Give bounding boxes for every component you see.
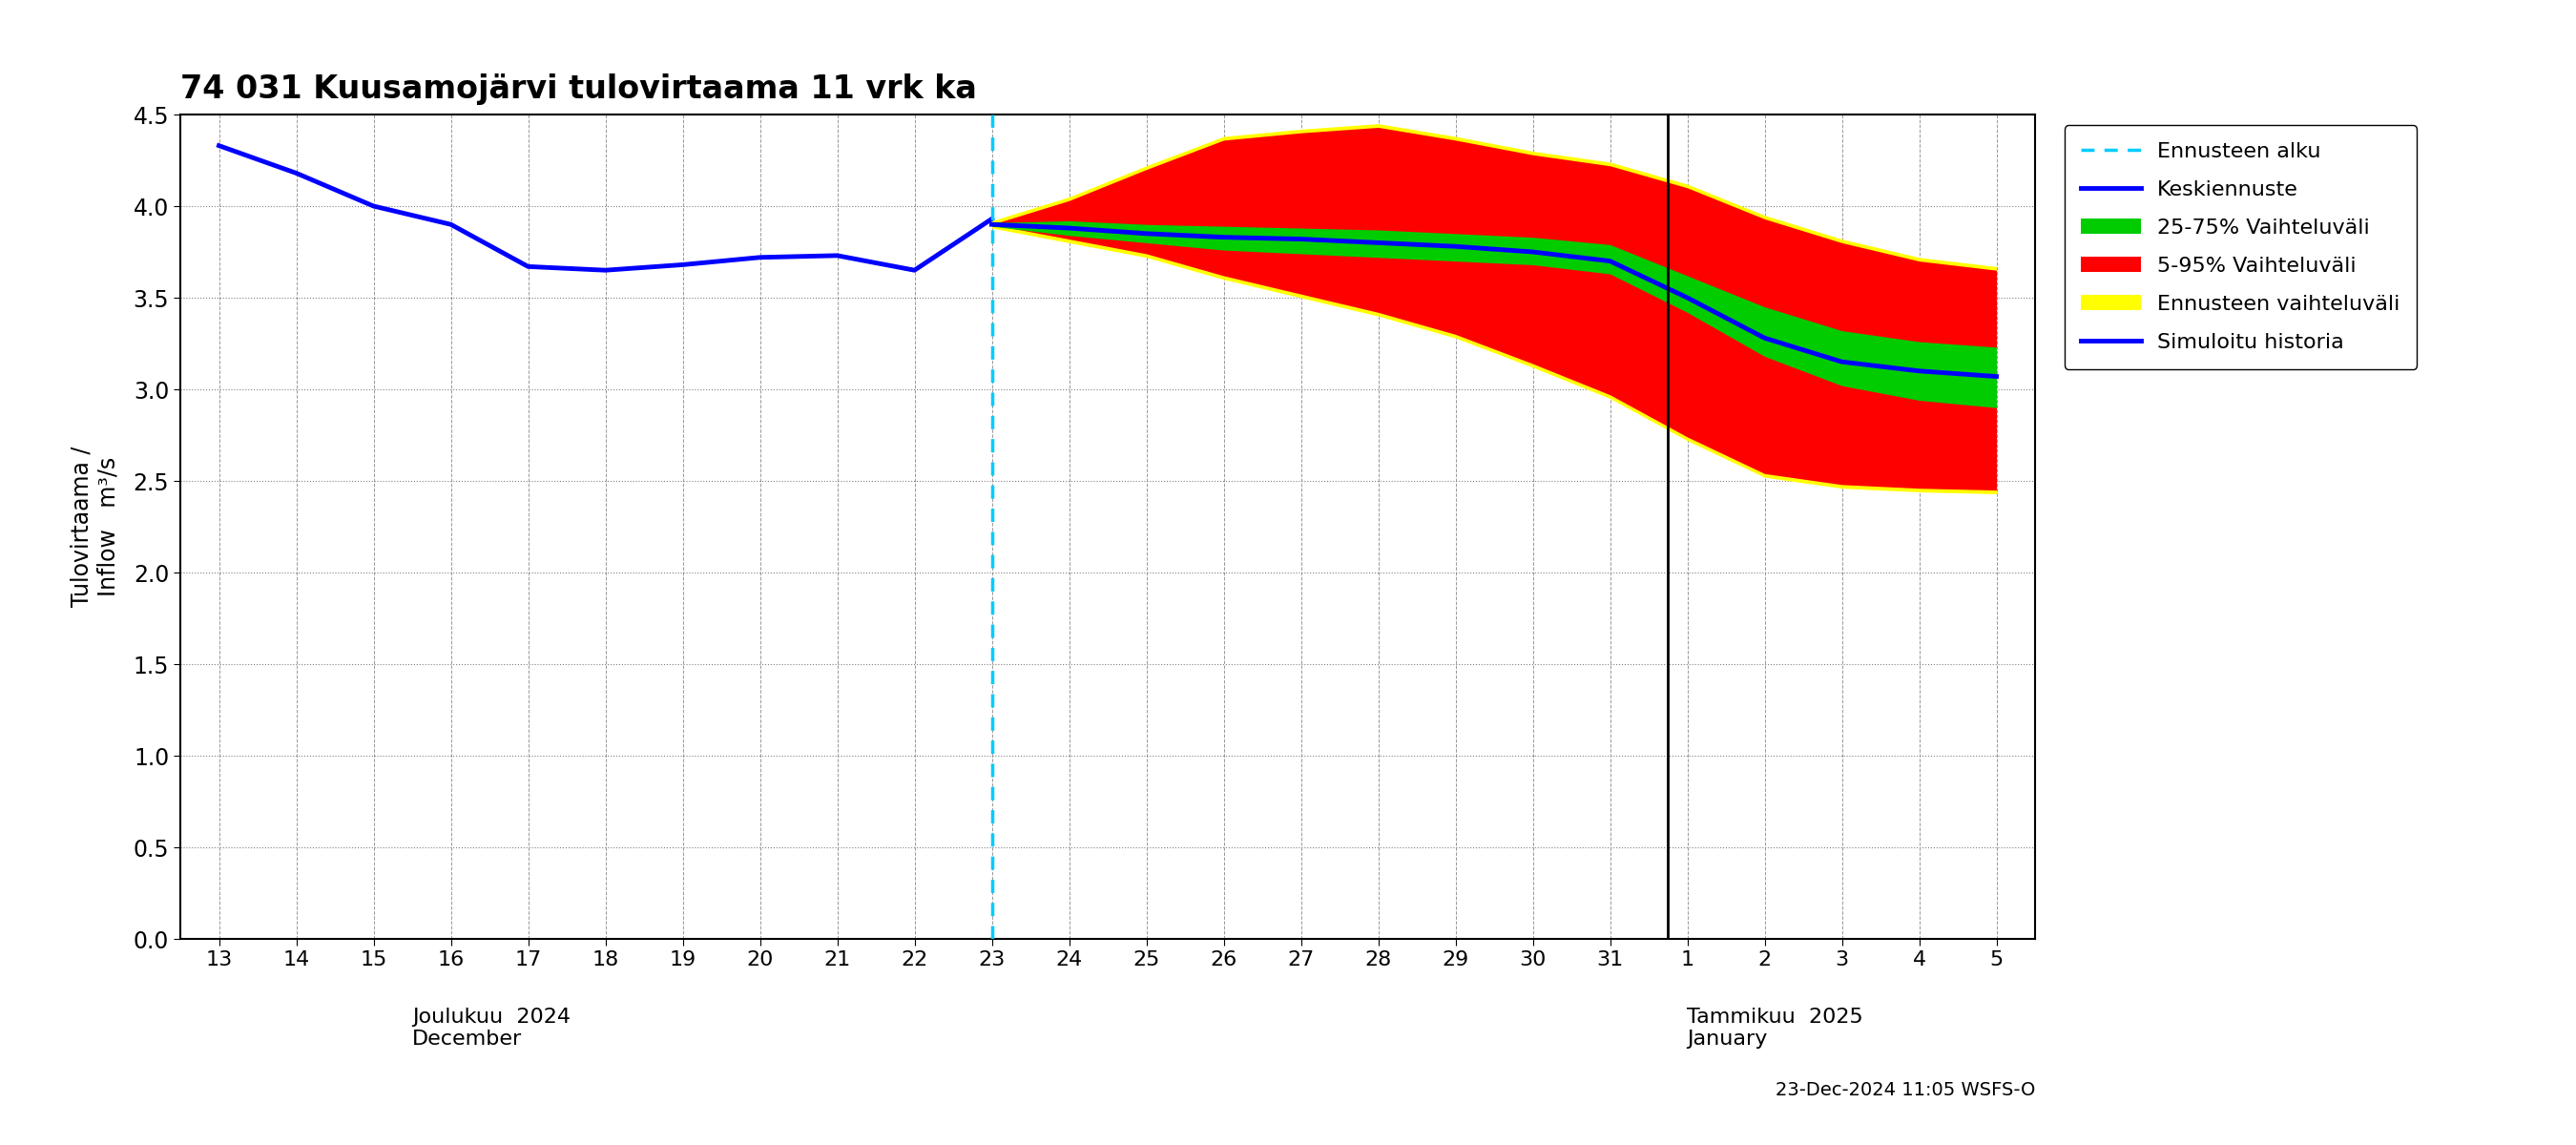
Text: Joulukuu  2024
December: Joulukuu 2024 December [412,1008,569,1049]
Text: 23-Dec-2024 11:05 WSFS-O: 23-Dec-2024 11:05 WSFS-O [1775,1081,2035,1099]
Legend: Ennusteen alku, Keskiennuste, 25-75% Vaihteluväli, 5-95% Vaihteluväli, Ennusteen: Ennusteen alku, Keskiennuste, 25-75% Vai… [2063,125,2416,369]
Text: 74 031 Kuusamojärvi tulovirtaama 11 vrk ka: 74 031 Kuusamojärvi tulovirtaama 11 vrk … [180,73,976,105]
Y-axis label: Tulovirtaama /
Inflow   m³/s: Tulovirtaama / Inflow m³/s [70,447,121,607]
Text: Tammikuu  2025
January: Tammikuu 2025 January [1687,1008,1862,1049]
